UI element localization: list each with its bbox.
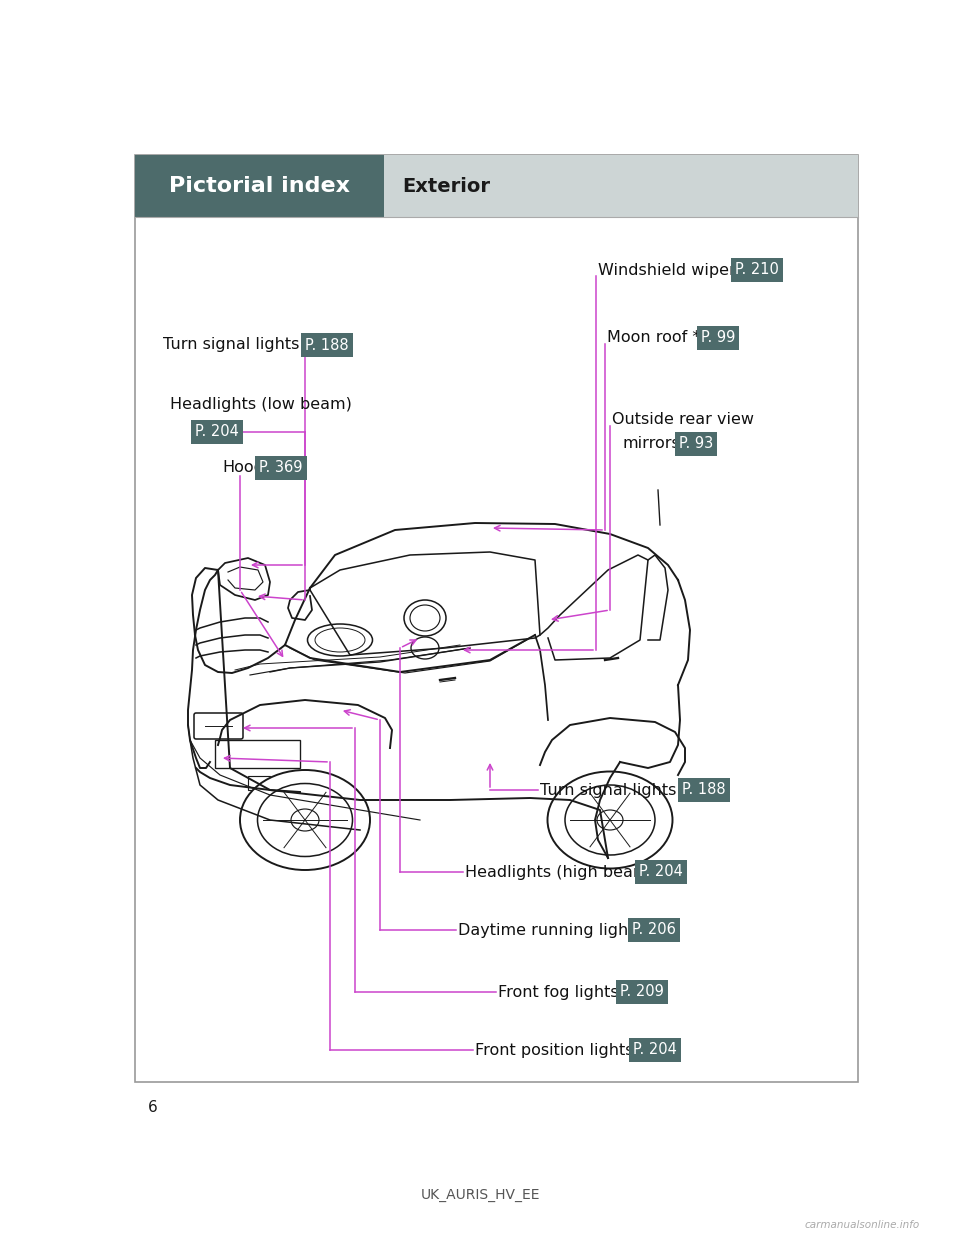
Text: mirrors: mirrors <box>622 436 680 452</box>
Text: Turn signal lights: Turn signal lights <box>540 782 677 797</box>
Text: P. 204: P. 204 <box>633 1042 677 1057</box>
Text: Moon roof *: Moon roof * <box>607 330 700 345</box>
Text: Headlights (high beam): Headlights (high beam) <box>465 864 655 879</box>
Text: P. 99: P. 99 <box>701 330 735 345</box>
Text: 6: 6 <box>148 1100 157 1115</box>
Text: P. 204: P. 204 <box>639 864 683 879</box>
Text: Front position lights: Front position lights <box>475 1042 634 1057</box>
Text: P. 188: P. 188 <box>682 782 726 797</box>
Text: P. 188: P. 188 <box>305 338 348 353</box>
Text: P. 206: P. 206 <box>632 923 676 938</box>
Text: P. 209: P. 209 <box>620 985 664 1000</box>
Text: Windshield wipers: Windshield wipers <box>598 262 744 277</box>
Bar <box>215 740 300 768</box>
Text: P. 369: P. 369 <box>259 461 302 476</box>
Bar <box>135 155 858 1082</box>
Text: P. 210: P. 210 <box>735 262 779 277</box>
Text: Pictorial index: Pictorial index <box>169 176 350 196</box>
Text: carmanualsonline.info: carmanualsonline.info <box>804 1220 920 1230</box>
Text: Daytime running lights: Daytime running lights <box>458 923 643 938</box>
Bar <box>135 155 384 217</box>
Ellipse shape <box>547 771 673 868</box>
Ellipse shape <box>240 770 370 869</box>
Text: Turn signal lights: Turn signal lights <box>163 338 300 353</box>
Text: Outside rear view: Outside rear view <box>612 412 754 427</box>
Text: P. 93: P. 93 <box>679 436 713 452</box>
Bar <box>384 155 858 217</box>
Bar <box>248 776 270 790</box>
Text: Exterior: Exterior <box>402 176 491 195</box>
Text: Headlights (low beam): Headlights (low beam) <box>170 397 352 412</box>
Text: UK_AURIS_HV_EE: UK_AURIS_HV_EE <box>420 1189 540 1202</box>
Text: P. 204: P. 204 <box>195 425 239 440</box>
Text: Hood: Hood <box>222 461 264 476</box>
Text: Front fog lights: Front fog lights <box>498 985 618 1000</box>
